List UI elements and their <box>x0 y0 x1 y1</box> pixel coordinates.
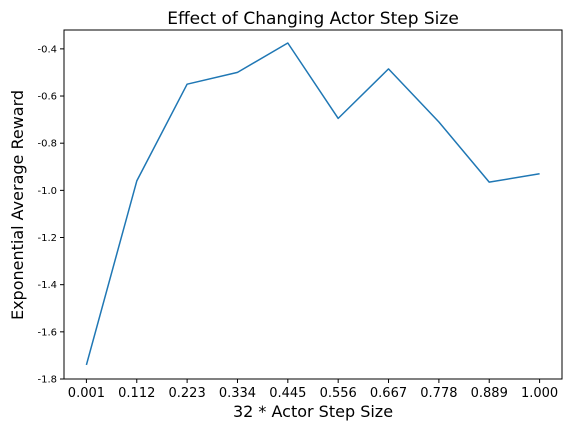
y-tick-label: -1.0 <box>37 186 57 197</box>
x-tick-label: 1.000 <box>521 386 558 401</box>
x-tick-label: 0.445 <box>269 386 306 401</box>
x-tick-label: 0.223 <box>169 386 206 401</box>
x-axis: 0.001 0.112 0.223 0.334 0.445 0.556 0.667 0.778… <box>68 379 558 401</box>
y-tick-label: -1.8 <box>37 375 57 386</box>
plot-area: -1.8-1.6-1.4-1.2-1.0-0.8-0.6-0.4 0.001 0.… <box>37 29 563 401</box>
x-tick-label: 0.334 <box>219 386 256 401</box>
x-tick-label: 0.556 <box>320 386 357 401</box>
y-tick-label: -0.4 <box>37 44 57 55</box>
y-axis: -1.8 -1.6 -1.4 -1.2 -1.0 -0.8 -0.6 -0.4 <box>37 44 64 386</box>
y-axis-label: Exponential Average Reward <box>8 90 27 320</box>
x-tick-label: 0.778 <box>420 386 457 401</box>
x-axis-label: 32 * Actor Step Size <box>233 402 393 421</box>
series-line <box>85 42 540 366</box>
plot-frame <box>63 29 563 380</box>
chart-title: Effect of Changing Actor Step Size <box>167 9 459 29</box>
x-tick-label: 0.889 <box>471 386 508 401</box>
x-tick-label: 0.112 <box>118 386 155 401</box>
x-tick-label: 0.001 <box>68 386 105 401</box>
y-tick-label: -1.2 <box>37 233 57 244</box>
y-tick-label: -0.8 <box>37 139 57 150</box>
y-tick-label: -1.4 <box>37 280 57 291</box>
y-tick-label: -1.6 <box>37 327 57 338</box>
x-tick-label: 0.667 <box>370 386 407 401</box>
y-tick-label: -0.6 <box>37 92 57 103</box>
